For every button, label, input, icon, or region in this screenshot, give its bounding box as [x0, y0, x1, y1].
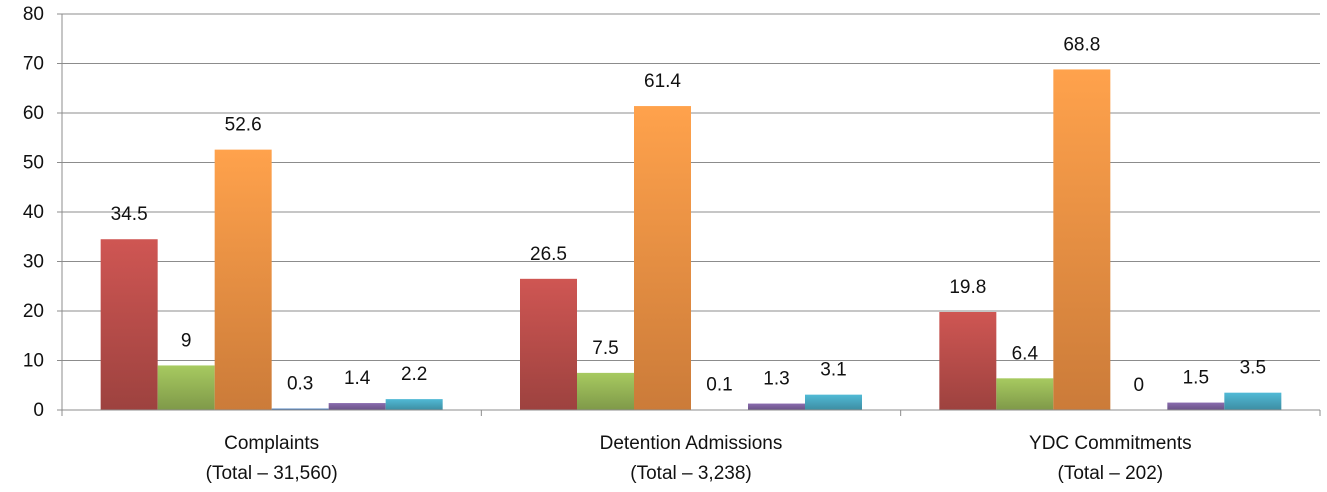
- data-label: 34.5: [111, 204, 148, 225]
- y-tick-label: 10: [23, 351, 44, 372]
- axes: [57, 13, 1321, 416]
- bar: [1224, 392, 1282, 410]
- bar: [100, 239, 158, 410]
- bar: [385, 399, 443, 410]
- category-label: YDC Commitments: [1029, 433, 1192, 454]
- y-tick-label: 30: [23, 252, 44, 273]
- y-tick-label: 70: [23, 54, 44, 75]
- category-total-label: (Total – 202): [1058, 463, 1164, 484]
- y-tick-label: 60: [23, 103, 44, 124]
- bar: [634, 106, 691, 410]
- data-label: 26.5: [530, 244, 567, 265]
- bar: [996, 378, 1054, 410]
- bar: [1167, 402, 1225, 410]
- data-label: 1.3: [763, 369, 789, 390]
- data-label: 61.4: [644, 71, 681, 92]
- bar: [520, 278, 577, 410]
- bar: [1053, 69, 1111, 410]
- data-label: 52.6: [225, 115, 262, 136]
- data-label: 0.3: [287, 374, 313, 395]
- data-labels: 34.5 9 52.6 0.3 1.4 2.2 26.5 7.5 61.4 0.1 1.3 3.1 19…: [111, 34, 1266, 396]
- bar: [748, 403, 805, 410]
- y-tick-label: 80: [23, 4, 44, 25]
- category-total-label: (Total – 3,238): [630, 463, 751, 484]
- bar: [939, 311, 997, 410]
- y-tick-label: 40: [23, 202, 44, 223]
- data-label: 1.5: [1183, 368, 1209, 389]
- data-label: 0: [1134, 375, 1145, 396]
- category-total-label: (Total – 31,560): [206, 463, 338, 484]
- x-axis-category-labels: Complaints (Total – 31,560) Detention Admi…: [206, 433, 1192, 484]
- bar: [328, 403, 386, 410]
- bar: [214, 149, 272, 410]
- data-label: 7.5: [592, 338, 618, 359]
- data-label: 2.2: [401, 364, 427, 385]
- bar: [271, 408, 329, 410]
- bars: [100, 69, 1282, 410]
- bar: [577, 372, 634, 410]
- bar: [157, 365, 215, 410]
- category-label: Detention Admissions: [600, 433, 783, 454]
- data-label: 68.8: [1063, 34, 1100, 55]
- data-label: 1.4: [344, 368, 371, 389]
- y-tick-label: 50: [23, 153, 44, 174]
- y-tick-label: 0: [33, 400, 44, 421]
- data-label: 6.4: [1012, 343, 1039, 364]
- bar: [805, 394, 862, 410]
- data-label: 0.1: [706, 375, 732, 396]
- y-axis-tick-labels: 0 10 20 30 40 50 60 70 80: [23, 4, 44, 421]
- y-tick-label: 20: [23, 301, 44, 322]
- data-label: 3.5: [1240, 358, 1266, 379]
- data-label: 19.8: [949, 277, 986, 298]
- category-label: Complaints: [224, 433, 319, 454]
- data-label: 9: [181, 330, 192, 351]
- data-label: 3.1: [820, 360, 846, 381]
